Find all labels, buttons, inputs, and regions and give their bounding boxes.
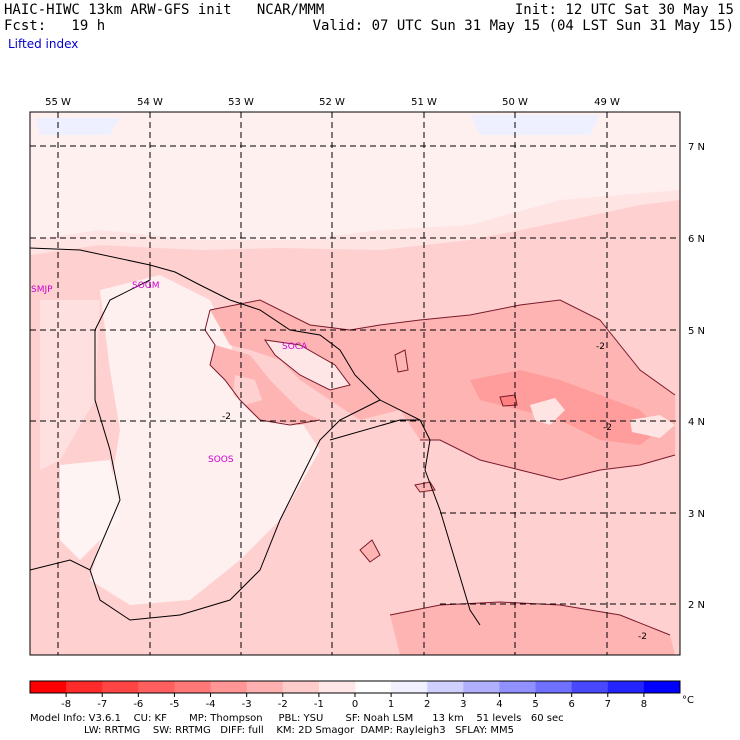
lat-label: 7 N — [688, 142, 705, 153]
colorbar-swatch — [391, 681, 428, 693]
station-labels: SMJP SOGM SOCA SOOS — [31, 281, 308, 465]
colorbar-tick-label: 7 — [605, 699, 611, 710]
colorbar-tick-label: -1 — [314, 699, 324, 710]
field-light-hole — [530, 398, 565, 425]
colorbar-swatch — [499, 681, 537, 693]
colorbar-tick-label: -8 — [61, 699, 71, 710]
footer-model-info-line1: Model Info: V3.6.1 CU: KF MP: Thompson P… — [30, 713, 564, 724]
colorbar-swatch — [571, 681, 609, 693]
field-land-interior — [90, 275, 320, 605]
colorbar-tick-label: 8 — [641, 699, 647, 710]
lat-label: 3 N — [688, 509, 705, 520]
colorbar-tick-label: -6 — [133, 699, 143, 710]
colorbar-tick-label: 4 — [496, 699, 502, 710]
field-minus3-region — [470, 370, 660, 445]
colorbar-swatch — [427, 681, 464, 693]
colorbar-tick-label: 6 — [568, 699, 574, 710]
lat-label: 6 N — [688, 234, 705, 245]
field-light-socaarea — [265, 340, 350, 390]
colorbar-swatch — [102, 681, 139, 693]
contour-label: -2 — [222, 412, 231, 422]
colorbar-tick-label: -2 — [278, 699, 288, 710]
lat-label: 4 N — [688, 417, 705, 428]
station-sogm: SOGM — [132, 281, 160, 291]
colorbar-swatch — [607, 681, 645, 693]
longitude-labels: 55 W 54 W 53 W 52 W 51 W 50 W 49 W — [45, 97, 620, 108]
lon-label: 53 W — [228, 97, 254, 108]
lon-label: 49 W — [594, 97, 620, 108]
colorbar-tick-label: -4 — [206, 699, 216, 710]
lon-label: 54 W — [137, 97, 163, 108]
lat-lon-grid — [30, 112, 680, 655]
header-valid-time: Valid: 07 UTC Sun 31 May 15 (04 LST Sun … — [312, 18, 734, 34]
colorbar-tick-label: -5 — [169, 699, 179, 710]
field-light-north — [30, 112, 680, 240]
field-minus2-west — [210, 345, 320, 425]
field-positive-patch-2 — [35, 118, 120, 135]
lon-label: 51 W — [411, 97, 437, 108]
colorbar-swatch — [282, 681, 320, 693]
field-minus2-small — [360, 540, 380, 562]
header-init-time: Init: 12 UTC Sat 30 May 15 — [514, 2, 734, 18]
contour-label: -2 — [596, 342, 605, 352]
field-minus1-pocket — [233, 375, 262, 405]
field-land-west — [40, 300, 100, 470]
colorbar-tick-label: -3 — [242, 699, 252, 710]
colorbar-swatch — [174, 681, 212, 693]
header-title: HAIC-HIWC 13km ARW-GFS init NCAR/MMM — [4, 2, 325, 18]
footer-model-info-line2: LW: RRTMG SW: RRTMG DIFF: full KM: 2D Sm… — [30, 725, 515, 736]
colorbar-tick-label: -7 — [97, 699, 107, 710]
latitude-labels: 7 N 6 N 5 N 4 N 3 N 2 N — [688, 142, 705, 611]
colorbar-swatch — [246, 681, 284, 693]
colorbar-swatch — [138, 681, 175, 693]
colorbar-swatch — [66, 681, 103, 693]
colorbar-unit: °C — [682, 695, 694, 706]
contour-value-labels: -2 -2 -2 -2 — [222, 342, 647, 642]
colorbar-swatch — [210, 681, 248, 693]
colorbar-tick-label: 2 — [424, 699, 430, 710]
map-frame — [29, 111, 681, 656]
colorbar-swatch — [318, 681, 356, 693]
lon-label: 50 W — [502, 97, 528, 108]
lat-label: 5 N — [688, 326, 705, 337]
lat-label: 2 N — [688, 600, 705, 611]
colorbar-tick-label: 3 — [460, 699, 466, 710]
colorbar-swatch — [535, 681, 573, 693]
colorbar-swatch — [643, 681, 681, 693]
lon-label: 52 W — [319, 97, 345, 108]
station-soca: SOCA — [282, 342, 308, 352]
field-minus2-south — [390, 602, 675, 655]
station-soos: SOOS — [208, 455, 234, 465]
field-name: Lifted index — [8, 37, 79, 51]
colorbar-swatch — [30, 681, 67, 693]
field-minus4-patch — [500, 395, 517, 406]
station-smjp: SMJP — [31, 285, 53, 295]
field-minus2-region — [210, 300, 675, 480]
contour-label: -2 — [638, 632, 647, 642]
colorbar-swatch — [463, 681, 500, 693]
colorbar-tick-label: 0 — [352, 699, 358, 710]
colorbar-tick-label: 5 — [532, 699, 538, 710]
lon-label: 55 W — [45, 97, 71, 108]
header-forecast-hour: Fcst: 19 h — [4, 18, 106, 34]
contour-label: -2 — [603, 423, 612, 433]
colorbar: -8 -7 -6 -5 -4 -3 -2 -1 0 1 2 3 4 5 6 7 8 °C — [29, 680, 694, 710]
field-positive-patch — [470, 115, 600, 135]
coastline-and-borders — [29, 247, 481, 626]
colorbar-tick-label: 1 — [388, 699, 394, 710]
